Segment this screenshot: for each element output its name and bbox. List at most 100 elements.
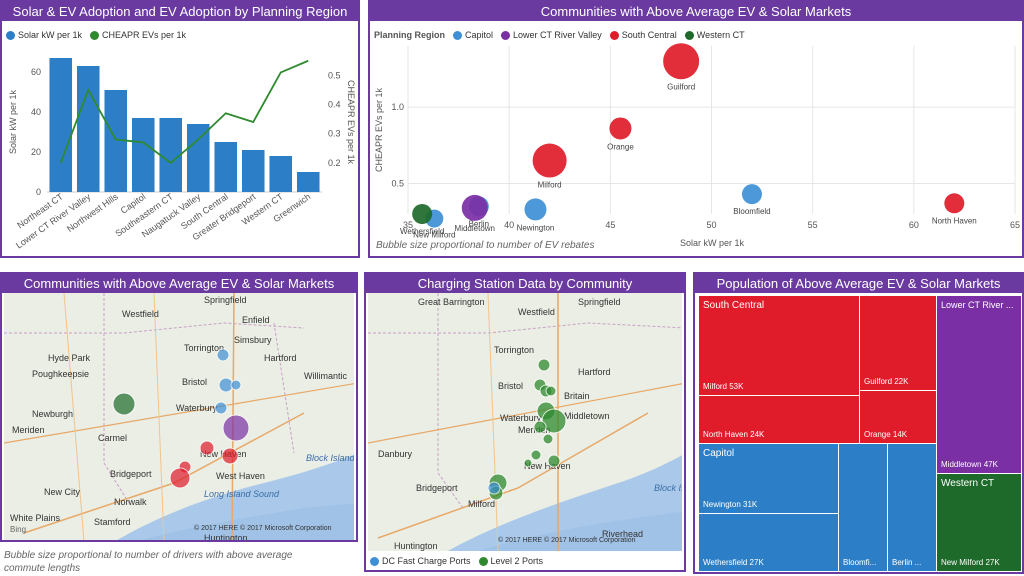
- map-canvas[interactable]: Great Barrington Springfield Westfield Torr…: [368, 293, 682, 551]
- legend-item[interactable]: Western CT: [684, 30, 745, 40]
- y-tick-label: 0: [36, 187, 41, 197]
- map-place-label: Block Island Sound: [306, 453, 354, 463]
- legend-item[interactable]: Solar kW per 1k: [6, 30, 82, 40]
- bubble-chart: 35 40 45 50 55 60 65 0.5 1.0 Solar kW per 1k CHEAP…: [374, 43, 1020, 248]
- treemap-tile-bloomfield[interactable]: Bloomfi...: [839, 444, 888, 572]
- bubble-label: Guilford: [667, 82, 695, 91]
- tile-label: New Milford 27K: [941, 558, 1000, 567]
- population-treemap-panel[interactable]: Population of Above Average EV & Solar M…: [693, 272, 1024, 574]
- bubble-label: Bloomfield: [733, 207, 770, 216]
- panel-title: Communities with Above Average EV & Sola…: [370, 2, 1022, 21]
- map-place-label: Carmel: [98, 433, 128, 443]
- treemap-tile-new-milford[interactable]: Western CT New Milford 27K: [937, 474, 1022, 572]
- treemap-tile-guilford[interactable]: Guilford 22K: [860, 296, 937, 391]
- tile-label: Middletown 47K: [941, 460, 998, 469]
- map-place-label: Norwalk: [114, 497, 147, 507]
- bar: [269, 156, 293, 192]
- legend-item[interactable]: Capitol: [453, 30, 493, 40]
- map-place-label: Bridgeport: [416, 483, 458, 493]
- treemap-tile-middletown[interactable]: Lower CT River ... Middletown 47K: [937, 296, 1022, 474]
- map-place-label: Meriden: [12, 425, 45, 435]
- tile-label: Berlin ...: [892, 558, 922, 567]
- map-place-label: Newburgh: [32, 409, 74, 419]
- y-axis-label: CHEAPR EVs per 1k: [374, 87, 384, 172]
- bubble-label: Wethersfield: [400, 227, 444, 236]
- legend-item[interactable]: CHEAPR EVs per 1k: [90, 30, 186, 40]
- charging-map-panel[interactable]: Charging Station Data by Community Great…: [364, 272, 686, 572]
- map-place-label: Hyde Park: [48, 353, 91, 363]
- map-bubble: [169, 467, 191, 489]
- legend-item[interactable]: DC Fast Charge Ports: [370, 556, 471, 566]
- panel-title: Charging Station Data by Community: [366, 274, 684, 293]
- map-bubbles: [112, 348, 250, 489]
- x-tick-label: 50: [706, 220, 716, 230]
- y-tick-label: 0.5: [391, 178, 404, 188]
- region-label: South Central: [703, 300, 765, 311]
- bar: [159, 118, 183, 192]
- bubble: [412, 204, 433, 224]
- treemap-tile-milford[interactable]: South Central Milford 53K: [699, 296, 860, 396]
- x-tick-label: 65: [1010, 220, 1020, 230]
- map-place-label: Torrington: [494, 345, 535, 355]
- map-place-label: Danbury: [378, 449, 413, 459]
- community-map-panel[interactable]: Communities with Above Average EV & Sola…: [0, 272, 358, 542]
- tile-label: Orange 14K: [864, 430, 908, 439]
- map-place-label: White Plains: [10, 513, 61, 523]
- bar: [131, 118, 155, 192]
- map-bubble: [230, 379, 242, 391]
- tile-label: North Haven 24K: [703, 430, 765, 439]
- legend-item[interactable]: South Central: [609, 30, 677, 40]
- map-bubble: [530, 449, 542, 461]
- x-tick-label: 35: [403, 220, 413, 230]
- treemap-tile-newington[interactable]: Capitol Newington 31K: [699, 444, 839, 514]
- map-place-label: Springfield: [578, 297, 621, 307]
- legend-item[interactable]: Level 2 Ports: [478, 556, 543, 566]
- legend-item[interactable]: Lower CT River Valley: [501, 30, 602, 40]
- map-note: Bubble size proportional to number of dr…: [4, 550, 293, 574]
- bubble-label: New Milford: [413, 231, 455, 240]
- bubble-chart-panel[interactable]: Communities with Above Average EV & Sola…: [368, 0, 1024, 258]
- region-label: Western CT: [941, 478, 995, 489]
- bubble: [609, 117, 632, 140]
- bubble-label: Berlin: [469, 219, 489, 228]
- map-place-label: Springfield: [204, 295, 247, 305]
- map-place-label: Hartford: [264, 353, 297, 363]
- map-bubble: [487, 481, 501, 495]
- region-adoption-panel[interactable]: Solar & EV Adoption and EV Adoption by P…: [0, 0, 360, 258]
- y2-tick-label: 0.3: [328, 129, 341, 139]
- map-canvas[interactable]: Springfield Westfield Enfield Hyde Park Torr…: [4, 293, 354, 542]
- treemap-tile-berlin[interactable]: Berlin ...: [888, 444, 937, 572]
- bar: [76, 66, 100, 192]
- panel-title: Solar & EV Adoption and EV Adoption by P…: [2, 2, 358, 21]
- bar: [241, 150, 265, 192]
- treemap-tile-orange[interactable]: Orange 14K: [860, 391, 937, 444]
- bubble: [461, 194, 488, 221]
- map-place-label: Huntington: [394, 541, 438, 551]
- treemap-tile-wethersfield[interactable]: Wethersfield 27K: [699, 514, 839, 572]
- map-bubble: [547, 454, 561, 468]
- tile-label: Guilford 22K: [864, 377, 909, 386]
- treemap-tile-north-haven[interactable]: North Haven 24K: [699, 396, 860, 444]
- treemap: South Central Milford 53K North Haven 24…: [699, 296, 1022, 572]
- y-tick-label: 20: [31, 147, 41, 157]
- y2-axis-label: CHEAPR EVs per 1k: [346, 80, 356, 165]
- map-place-label: Huntington: [204, 533, 248, 542]
- map-place-label: Poughkeepsie: [32, 369, 90, 379]
- map-bubble: [222, 414, 250, 442]
- map-bubble: [221, 447, 239, 465]
- bubble: [944, 193, 965, 214]
- map-place-label: Britain: [564, 391, 590, 401]
- map-place-label: Enfield: [242, 315, 270, 325]
- panel-title: Population of Above Average EV & Solar M…: [695, 274, 1022, 293]
- map-place-label: Simsbury: [234, 335, 272, 345]
- bubble-label: North Haven: [932, 216, 977, 225]
- y-tick-label: 60: [31, 67, 41, 77]
- map-place-label: Bristol: [182, 377, 208, 387]
- bar: [104, 90, 128, 192]
- bing-logo: Bing: [10, 525, 27, 534]
- bar: [49, 58, 73, 192]
- x-tick-label: 40: [504, 220, 514, 230]
- map-copyright: © 2017 HERE © 2017 Microsoft Corporation: [498, 537, 636, 544]
- map-place-label: Bristol: [498, 381, 524, 391]
